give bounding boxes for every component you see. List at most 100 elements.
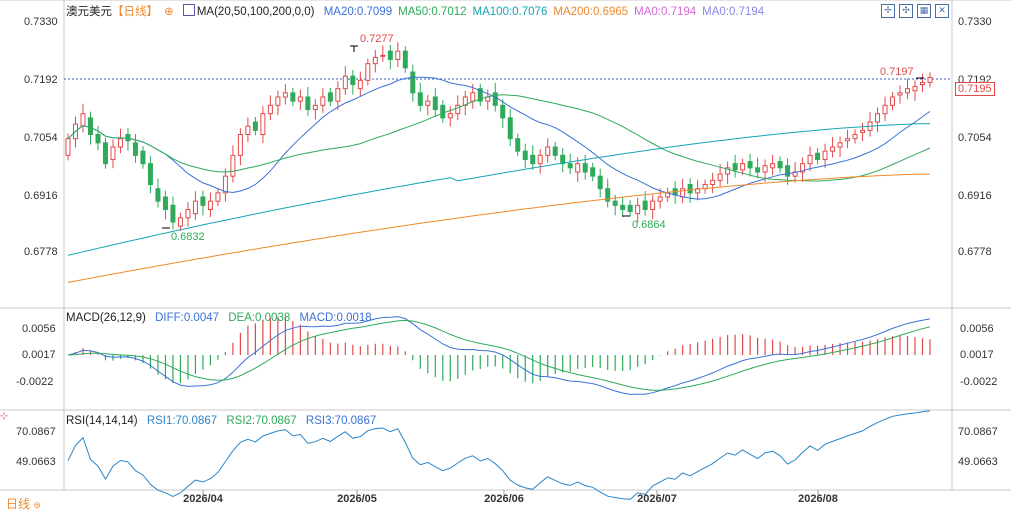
annotation-low-2: 0.6864 xyxy=(632,219,666,231)
candle-body xyxy=(432,96,438,110)
candle-body xyxy=(860,129,866,133)
macd-title: MACD(26,12,9) xyxy=(66,312,146,324)
close-icon[interactable]: ✕ xyxy=(935,4,949,18)
candle-body xyxy=(147,163,153,186)
candle-body xyxy=(545,146,551,156)
symbol-name: 澳元美元 xyxy=(66,6,112,18)
candle-body xyxy=(290,92,296,102)
candle-body xyxy=(410,71,416,94)
candle-body xyxy=(612,200,618,206)
candle-body xyxy=(567,163,573,169)
candle-body xyxy=(282,92,288,98)
expand-icon[interactable]: ✢ xyxy=(881,4,895,18)
shrink-icon[interactable]: ✣ xyxy=(899,4,913,18)
candle-body xyxy=(200,196,206,206)
candle-body xyxy=(252,121,258,131)
settings-circle-icon[interactable]: ⊕ xyxy=(164,6,174,18)
candle-body xyxy=(770,163,776,169)
ma-item-1: MA50:0.7012 xyxy=(398,6,467,18)
macd-legend: MACD(26,12,9) DIFF:0.0047 DEA:0.0038 MAC… xyxy=(66,311,378,325)
candle-body xyxy=(815,152,821,160)
chevron-down-icon: ⊜ xyxy=(33,500,41,510)
candle-body xyxy=(882,104,888,115)
period-tag[interactable]: 【日线】 xyxy=(112,6,158,18)
ma50-line xyxy=(67,94,931,182)
rsi-legend: RSI(14,14,14) RSI1:70.0867 RSI2:70.0867 … xyxy=(66,414,382,428)
price-tick-left: 0.7192 xyxy=(24,74,58,86)
candle-body xyxy=(477,88,483,102)
candle-body xyxy=(740,163,746,171)
price-tick-right: 0.7330 xyxy=(958,16,992,28)
candle-body xyxy=(117,138,123,148)
candle-body xyxy=(605,188,611,202)
dea-line xyxy=(67,319,931,391)
candle-body xyxy=(642,200,648,211)
candle-body xyxy=(155,188,161,202)
candle-body xyxy=(192,200,198,215)
candle-body xyxy=(402,50,408,69)
candle-body xyxy=(365,63,371,81)
candle-body xyxy=(905,88,911,94)
candle-body xyxy=(837,142,843,148)
candle-body xyxy=(102,142,108,165)
candle-body xyxy=(417,92,423,106)
candle-body xyxy=(80,113,86,127)
candle-body xyxy=(320,96,326,106)
candle-body xyxy=(515,138,521,152)
period-label: 日线 xyxy=(6,497,31,511)
period-switch[interactable]: 日线 ⊜ xyxy=(6,495,41,512)
candle-body xyxy=(260,113,266,135)
candle-body xyxy=(275,96,281,106)
candle-body xyxy=(590,167,596,177)
candle-body xyxy=(357,79,363,90)
candle-body xyxy=(470,92,476,102)
candle-body xyxy=(575,163,581,173)
candle-body xyxy=(462,96,468,106)
price-tick-right: 0.6778 xyxy=(958,246,992,258)
candle-body xyxy=(327,92,333,102)
candle-body xyxy=(560,154,566,165)
candle-body xyxy=(830,146,836,152)
candle-body xyxy=(492,92,498,106)
candle-body xyxy=(65,138,71,156)
ma-item-0: MA20:0.7099 xyxy=(323,6,393,18)
toolbar-icons: ✢ ✣ ▦ ✕ xyxy=(881,4,949,18)
candle-body xyxy=(140,150,146,165)
rsi-tick-right: 49.0663 xyxy=(958,456,998,468)
candle-body xyxy=(852,134,858,140)
candle-body xyxy=(267,104,273,115)
grid-icon[interactable]: ▦ xyxy=(917,4,931,18)
price-tick-left: 0.7330 xyxy=(24,16,58,28)
macd-diff: DIFF:0.0047 xyxy=(155,312,220,324)
ma-item-3: MA200:0.6965 xyxy=(553,6,629,18)
macd-tick-right: 0.0056 xyxy=(960,323,994,335)
annotation-high-1: 0.7277 xyxy=(360,33,394,45)
candle-body xyxy=(620,204,626,210)
candle-body xyxy=(230,154,236,177)
candle-body xyxy=(162,196,168,210)
candle-body xyxy=(395,50,401,61)
candle-body xyxy=(387,50,393,61)
candle-body xyxy=(110,146,116,160)
macd-tick-left: 0.0056 xyxy=(22,323,56,335)
candle-body xyxy=(687,184,693,194)
candle-body xyxy=(305,96,311,110)
candle-body xyxy=(245,125,251,135)
candle-body xyxy=(425,100,431,106)
ma-settings-icon[interactable] xyxy=(182,4,195,16)
x-label: 2026/07 xyxy=(637,493,677,505)
candle-body xyxy=(222,175,228,194)
candle-body xyxy=(875,113,881,123)
macd-tick-left: 0.0017 xyxy=(22,349,56,361)
candle-body xyxy=(132,142,138,156)
candle-body xyxy=(447,113,453,119)
x-label: 2026/05 xyxy=(337,493,377,505)
rsi3: RSI3:70.0867 xyxy=(305,415,377,427)
macd-dea: DEA:0.0038 xyxy=(228,312,291,324)
candle-body xyxy=(297,96,303,102)
rsi-title: RSI(14,14,14) xyxy=(66,415,138,427)
candle-body xyxy=(717,173,723,181)
annotation-low-1: 0.6832 xyxy=(171,231,205,243)
crosshair-icon[interactable]: ⊹ xyxy=(0,411,9,422)
